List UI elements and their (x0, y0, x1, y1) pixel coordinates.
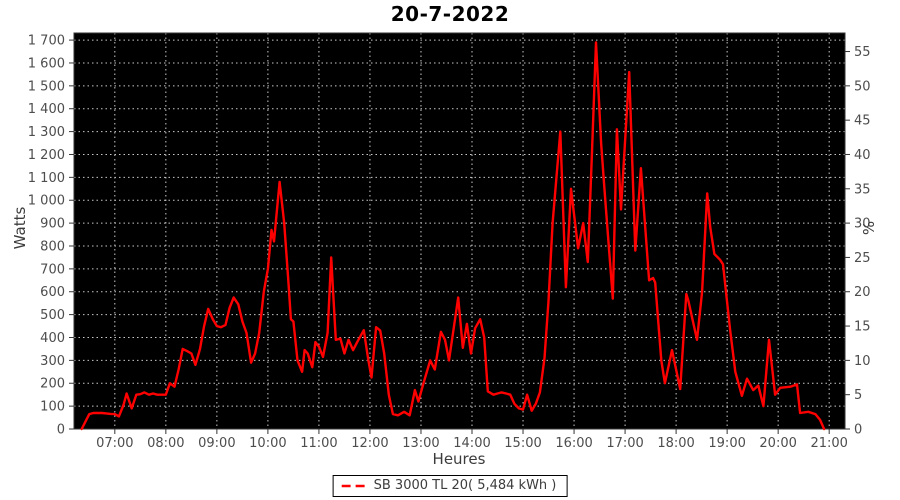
y-axis-tick-label-right: 0 (854, 423, 862, 438)
x-axis-label-heures: Heures (432, 450, 486, 468)
legend: SB 3000 TL 20( 5,484 kWh ) (332, 475, 568, 497)
series-line (80, 41, 826, 431)
y-axis-tick-label-left: 1 300 (28, 125, 65, 140)
x-axis-tick-label: 20:00 (759, 436, 796, 451)
x-axis-tick-label: 17:00 (606, 436, 643, 451)
y-axis-tick-label-right: 40 (854, 148, 871, 163)
x-axis-tick-label: 16:00 (555, 436, 592, 451)
y-axis-tick-label-left: 1 200 (28, 148, 65, 163)
legend-line-marker (341, 484, 368, 487)
x-axis-tick-label: 13:00 (402, 436, 439, 451)
y-axis-tick-label-right: 45 (854, 114, 871, 129)
x-axis-tick-label: 12:00 (351, 436, 388, 451)
y-axis-tick-label-right: 50 (854, 79, 871, 94)
plot-border (73, 32, 846, 430)
y-axis-tick-label-left: 500 (40, 308, 65, 323)
y-axis-tick-label-left: 600 (40, 285, 65, 300)
y-axis-tick-label-left: 400 (40, 331, 65, 346)
x-axis-tick-label: 08:00 (147, 436, 184, 451)
y-axis-tick-label-left: 900 (40, 217, 65, 232)
y-axis-tick-label-right: 20 (854, 285, 871, 300)
y-axis-tick-label-left: 0 (57, 423, 65, 438)
y-axis-tick-label-right: 55 (854, 45, 871, 60)
x-axis-tick-label: 11:00 (300, 436, 337, 451)
x-axis-tick-label: 15:00 (504, 436, 541, 451)
plot-background (74, 33, 845, 429)
y-axis-label-percent: % (860, 220, 878, 236)
y-axis-tick-label-left: 800 (40, 239, 65, 254)
y-axis-tick-label-right: 25 (854, 251, 871, 266)
y-axis-tick-label-left: 1 700 (28, 34, 65, 49)
y-axis-tick-label-right: 35 (854, 182, 871, 197)
y-axis-tick-label-right: 5 (854, 388, 862, 403)
y-axis-tick-label-left: 300 (40, 354, 65, 369)
y-axis-label-watts: Watts (11, 206, 29, 250)
x-axis-tick-label: 19:00 (708, 436, 745, 451)
y-axis-tick-label-left: 1 400 (28, 102, 65, 117)
y-axis-tick-label-left: 1 100 (28, 171, 65, 186)
y-axis-tick-label-left: 100 (40, 400, 65, 415)
legend-label: SB 3000 TL 20( 5,484 kWh ) (373, 478, 557, 493)
x-axis-tick-label: 07:00 (96, 436, 133, 451)
y-axis-tick-label-left: 1 000 (28, 194, 65, 209)
x-axis-tick-label: 10:00 (249, 436, 286, 451)
chart-title: 20-7-2022 (390, 2, 510, 26)
x-axis-tick-label: 21:00 (810, 436, 847, 451)
y-axis-tick-label-left: 1 500 (28, 79, 65, 94)
x-axis-tick-label: 09:00 (198, 436, 235, 451)
y-axis-tick-label-right: 30 (854, 217, 871, 232)
y-axis-tick-label-right: 15 (854, 320, 871, 335)
y-axis-tick-label-left: 200 (40, 377, 65, 392)
x-axis-tick-label: 18:00 (657, 436, 694, 451)
y-axis-tick-label-left: 1 600 (28, 56, 65, 71)
x-axis-tick-label: 14:00 (453, 436, 490, 451)
y-axis-tick-label-right: 10 (854, 354, 871, 369)
y-axis-tick-label-left: 700 (40, 262, 65, 277)
